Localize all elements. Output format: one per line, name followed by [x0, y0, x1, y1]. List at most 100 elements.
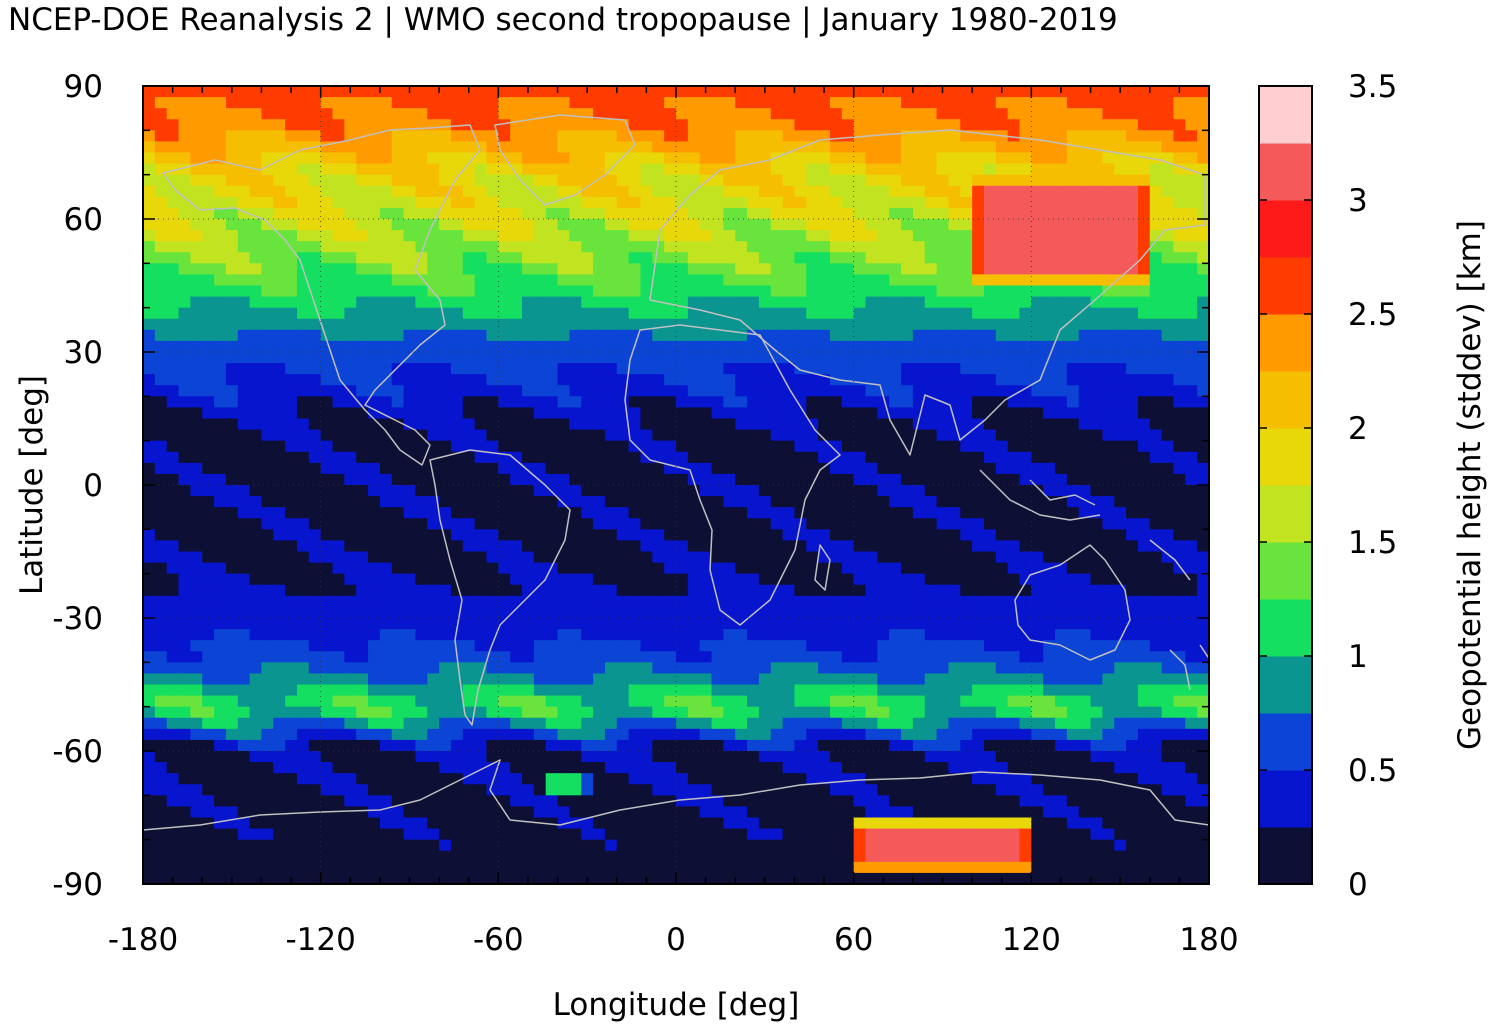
- heatmap-cell: [972, 562, 985, 575]
- heatmap-cell: [687, 296, 701, 309]
- heatmap-cell: [486, 640, 499, 652]
- heatmap-cell: [1007, 418, 1021, 431]
- heatmap-cell: [214, 440, 227, 453]
- heatmap-cell: [912, 429, 926, 442]
- heatmap-cell: [545, 540, 559, 553]
- heatmap-cell: [533, 108, 547, 120]
- heatmap-cell: [676, 219, 689, 231]
- heatmap-cell: [427, 119, 440, 131]
- heatmap-cell: [415, 562, 428, 575]
- heatmap-cell: [841, 673, 855, 686]
- heatmap-cell: [225, 396, 239, 409]
- heatmap-cell: [1007, 451, 1021, 464]
- heatmap-cell: [1114, 263, 1127, 276]
- heatmap-cell: [427, 230, 440, 242]
- heatmap-cell: [344, 374, 357, 386]
- heatmap-cell: [557, 684, 570, 697]
- heatmap-cell: [1007, 507, 1021, 519]
- heatmap-cell: [1102, 440, 1115, 453]
- heatmap-cell: [581, 551, 594, 564]
- heatmap-cell: [912, 629, 926, 641]
- heatmap-cell: [640, 640, 653, 652]
- heatmap-cell: [320, 473, 334, 486]
- heatmap-cell: [687, 584, 701, 597]
- heatmap-cell: [936, 662, 950, 675]
- heatmap-cell: [143, 207, 156, 220]
- heatmap-cell: [948, 396, 961, 409]
- heatmap-cell: [616, 640, 630, 652]
- heatmap-cell: [178, 407, 191, 420]
- heatmap-cell: [687, 640, 701, 652]
- heatmap-cell: [758, 352, 772, 364]
- heatmap-cell: [616, 473, 630, 486]
- heatmap-cell: [403, 385, 417, 397]
- heatmap-cell: [427, 274, 440, 287]
- heatmap-cell: [1078, 163, 1092, 176]
- heatmap-cell: [237, 551, 251, 564]
- heatmap-cell: [972, 673, 985, 686]
- heatmap-cell: [427, 307, 440, 320]
- heatmap-cell: [877, 662, 890, 675]
- heatmap-cell: [166, 595, 180, 608]
- heatmap-cell: [983, 119, 997, 131]
- heatmap-cell: [332, 440, 345, 453]
- heatmap-cell: [1126, 429, 1139, 442]
- heatmap-cell: [664, 473, 677, 486]
- heatmap-cell: [948, 551, 961, 564]
- heatmap-cell: [450, 573, 464, 586]
- heatmap-cell: [948, 307, 961, 320]
- heatmap-cell: [593, 562, 606, 575]
- heatmap-cell: [901, 485, 914, 497]
- heatmap-cell: [877, 152, 890, 165]
- heatmap-cell: [474, 307, 488, 320]
- heatmap-cell: [782, 207, 796, 220]
- heatmap-cell: [735, 629, 748, 641]
- heatmap-cell: [1055, 296, 1068, 309]
- heatmap-cell: [344, 230, 357, 242]
- heatmap-cell: [273, 684, 286, 697]
- heatmap-cell: [154, 374, 168, 386]
- heatmap-cell: [1019, 584, 1032, 597]
- heatmap-cell: [557, 551, 570, 564]
- heatmap-cell: [522, 219, 535, 231]
- heatmap-cell: [379, 518, 393, 530]
- heatmap-cell: [1185, 606, 1198, 619]
- heatmap-cell: [699, 219, 713, 231]
- heatmap-cell: [829, 606, 843, 619]
- heatmap-cell: [225, 318, 239, 331]
- heatmap-cell: [190, 551, 203, 564]
- heatmap-cell: [178, 651, 191, 663]
- heatmap-cell: [569, 651, 582, 663]
- heatmap-cell: [486, 108, 499, 120]
- heatmap-cell: [249, 573, 263, 586]
- heatmap-cell: [332, 651, 345, 663]
- heatmap-cell: [403, 418, 417, 431]
- heatmap-cell: [1185, 252, 1198, 264]
- heatmap-cell: [237, 207, 251, 220]
- heatmap-cell: [711, 241, 724, 253]
- heatmap-cell: [344, 207, 357, 220]
- heatmap-cell: [664, 119, 677, 131]
- heatmap-cell: [936, 629, 950, 641]
- heatmap-cell: [948, 584, 961, 597]
- heatmap-cell: [285, 462, 298, 475]
- heatmap-cell: [1185, 451, 1198, 464]
- heatmap-cell: [320, 584, 334, 597]
- heatmap-cell: [1019, 473, 1032, 486]
- heatmap-cell: [249, 207, 263, 220]
- heatmap-cell: [474, 496, 488, 508]
- heatmap-cell: [143, 108, 156, 120]
- heatmap-cell: [403, 518, 417, 530]
- heatmap-cell: [344, 540, 357, 553]
- heatmap-cell: [557, 174, 570, 187]
- heatmap-cell: [356, 640, 369, 652]
- heatmap-cell: [356, 385, 369, 397]
- heatmap-cell: [1055, 241, 1068, 253]
- heatmap-cell: [901, 152, 914, 165]
- heatmap-cell: [178, 462, 191, 475]
- heatmap-cell: [332, 219, 345, 231]
- heatmap-cell: [1126, 97, 1139, 109]
- heatmap-cell: [190, 374, 203, 386]
- heatmap-cell: [901, 529, 914, 542]
- heatmap-cell: [782, 318, 796, 331]
